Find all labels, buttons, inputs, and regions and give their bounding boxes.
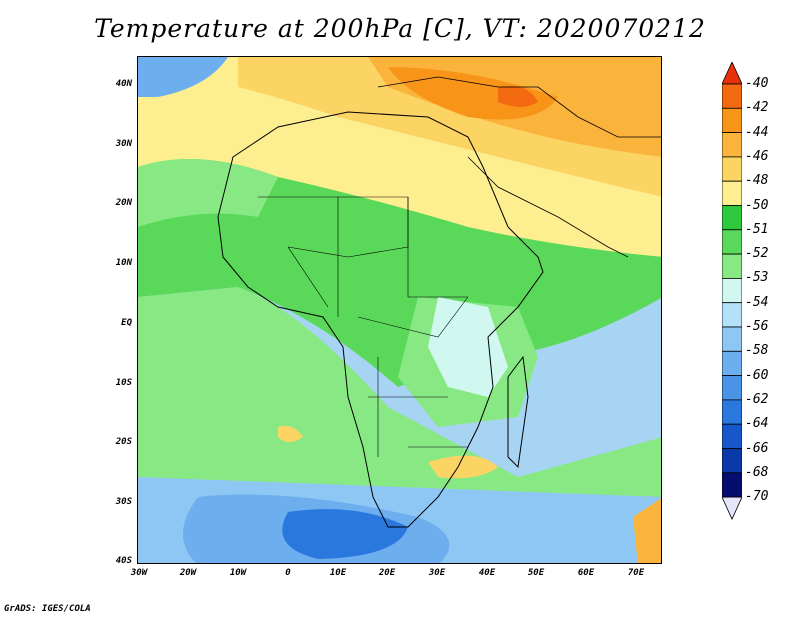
colorbar-label: -64 — [745, 416, 769, 432]
lon-label-30w: 30W — [130, 568, 148, 578]
lat-label-30n: 30N — [115, 139, 132, 149]
lat-label-10s: 10S — [115, 378, 132, 388]
country-borders — [258, 196, 469, 457]
colorbar-box — [722, 156, 742, 182]
chart-title: Temperature at 200hPa [C], VT: 202007021… — [94, 14, 706, 43]
colorbar-label: -40 — [745, 76, 769, 91]
colorbar-box — [722, 83, 742, 109]
lon-label-40e: 40E — [478, 568, 496, 578]
arabia-coastline — [467, 156, 629, 258]
lat-label-40n: 40N — [115, 79, 132, 89]
colorbar-label: -50 — [745, 197, 769, 213]
colorbar-box — [722, 277, 742, 304]
madagascar-outline — [507, 355, 529, 469]
northwest-green — [138, 159, 278, 227]
map-canvas — [138, 57, 661, 563]
south-warm-patch — [428, 455, 498, 479]
lon-label-20w: 20W — [179, 568, 197, 578]
colorbar-label: -51 — [745, 221, 769, 237]
temperature-map — [137, 56, 662, 564]
colorbar-box — [722, 375, 742, 401]
africa-coastline — [217, 111, 544, 528]
cold-patch-2 — [282, 509, 408, 559]
colorbar-label: -44 — [745, 124, 769, 140]
colorbar-box — [722, 423, 742, 449]
colorbar-label: -68 — [745, 464, 769, 480]
colorbar-label: -53 — [745, 270, 769, 286]
lon-label-50e: 50E — [527, 568, 545, 578]
lon-label-60e: 60E — [577, 568, 595, 578]
colorbar-box — [722, 180, 742, 206]
lon-label-20e: 20E — [378, 568, 396, 578]
lon-label-10w: 10W — [229, 568, 247, 578]
colorbar-label: -66 — [745, 440, 769, 456]
colorbar-label: -52 — [745, 246, 769, 262]
lon-label-10e: 10E — [329, 568, 347, 578]
colorbar-box — [722, 107, 742, 133]
lon-label-70e: 70E — [627, 568, 645, 578]
lat-label-20n: 20N — [115, 198, 132, 208]
colorbar-label: -46 — [745, 148, 769, 164]
colorbar-label: -54 — [745, 294, 769, 310]
lat-label-10n: 10N — [115, 258, 132, 268]
southeast-warm — [633, 498, 661, 563]
colorbar-box — [722, 448, 742, 474]
colorbar-label: -48 — [745, 173, 769, 189]
colorbar-box — [722, 132, 742, 158]
credit-text: GrADS: IGES/COLA — [4, 604, 91, 614]
colorbar-label: -58 — [745, 343, 769, 359]
colorbar-box — [722, 399, 742, 425]
lon-label-30e: 30E — [428, 568, 446, 578]
green-belt-south — [138, 287, 661, 497]
colorbar-label: -60 — [745, 367, 769, 383]
colorbar-label: -70 — [745, 489, 769, 505]
colorbar-label: -42 — [745, 100, 769, 116]
northwest-cold — [138, 57, 228, 97]
lat-label-40s: 40S — [115, 556, 132, 566]
madagascar-warm — [278, 425, 303, 442]
colorbar-bottom-arrow — [722, 496, 742, 521]
colorbar-boxes — [722, 62, 742, 521]
lat-label-30s: 30S — [115, 497, 132, 507]
colorbar-box — [722, 350, 742, 376]
lon-label-0: 0 — [285, 568, 291, 578]
lat-label-eq: EQ — [121, 318, 132, 328]
europe-coastline — [377, 76, 661, 138]
colorbar-box — [722, 302, 742, 328]
colorbar-box — [722, 326, 742, 352]
colorbar-label: -56 — [745, 319, 769, 334]
warm-core-2 — [498, 86, 538, 107]
colorbar-box — [722, 472, 742, 498]
colorbar-label: -62 — [745, 391, 769, 407]
colorbar-top-arrow — [722, 62, 742, 85]
colorbar — [722, 62, 742, 521]
east-africa-pale — [428, 297, 508, 397]
colorbar-box — [722, 205, 742, 231]
colorbar-box — [722, 253, 742, 279]
colorbar-box — [722, 229, 742, 255]
lat-label-20s: 20S — [115, 437, 132, 447]
